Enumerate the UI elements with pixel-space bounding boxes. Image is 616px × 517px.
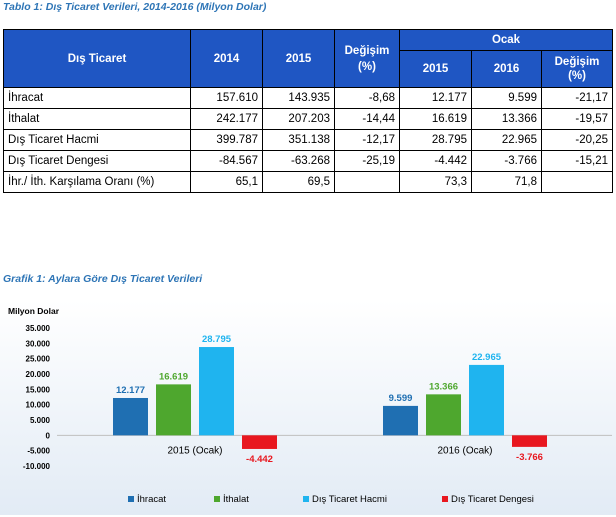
cell-jan-2015: 73,3 [399, 171, 472, 193]
header-jan-change: Değişim (%) [540, 50, 614, 88]
bar [242, 435, 277, 449]
data-label: 13.366 [429, 381, 458, 392]
header-jan-2016: 2016 [471, 50, 542, 88]
cell-jan-2016: 9.599 [471, 87, 542, 109]
cell-2014: 65,1 [190, 171, 263, 193]
cell-jan-change: -20,25 [540, 129, 614, 151]
trade-chart: Milyon Dolar 35.000 30.000 25.000 20.000 15.0… [0, 300, 616, 515]
data-label: -3.766 [516, 452, 543, 463]
data-label: -4.442 [246, 454, 273, 465]
row-label: İthalat [3, 108, 191, 130]
cell-change: -12,17 [334, 129, 400, 151]
table-row: Dış Ticaret Hacmi 399.787 351.138 -12,17… [3, 129, 614, 151]
y-tick-label: 30.000 [26, 339, 51, 348]
cell-2014: -84.567 [190, 150, 263, 172]
cell-jan-2015: 12.177 [399, 87, 472, 109]
bar [512, 435, 547, 447]
legend-swatch [442, 496, 448, 502]
bar [113, 397, 148, 436]
cell-2014: 399.787 [190, 129, 263, 151]
data-label: 12.177 [116, 385, 145, 396]
cell-jan-2015: 16.619 [399, 108, 472, 130]
cell-change [334, 171, 400, 193]
data-label: 9.599 [389, 393, 413, 404]
cell-change: -8,68 [334, 87, 400, 109]
cell-jan-2016: 13.366 [471, 108, 542, 130]
legend-label: İthalat [223, 494, 249, 505]
row-label: Dış Ticaret Hacmi [3, 129, 191, 151]
y-tick-label: 15.000 [26, 385, 51, 394]
y-tick-label: 5.000 [30, 416, 51, 425]
table-caption: Tablo 1: Dış Ticaret Verileri, 2014-2016… [3, 1, 267, 13]
category-label: 2016 (Ocak) [437, 445, 492, 456]
chart-caption: Grafik 1: Aylara Göre Dış Ticaret Verile… [3, 273, 203, 285]
cell-2015: 69,5 [262, 171, 335, 193]
cell-jan-2016: 71,8 [471, 171, 542, 193]
y-tick-label: -5.000 [27, 447, 50, 456]
cell-jan-2015: -4.442 [399, 150, 472, 172]
cell-2014: 242.177 [190, 108, 263, 130]
bar [199, 347, 234, 436]
bar [426, 394, 461, 436]
y-axis-label: Milyon Dolar [8, 306, 60, 316]
data-label: 28.795 [202, 334, 232, 345]
trade-table: Dış Ticaret 2014 2015 Değişim (%) Ocak 2… [3, 29, 614, 193]
cell-jan-2015: 28.795 [399, 129, 472, 151]
cell-jan-2016: 22.965 [471, 129, 542, 151]
row-label: İhracat [3, 87, 191, 109]
y-tick-label: -10.000 [23, 462, 51, 471]
row-label: İhr./ İth. Karşılama Oranı (%) [3, 171, 191, 193]
header-2015: 2015 [262, 29, 335, 88]
cell-jan-change [540, 171, 614, 193]
bar [469, 364, 504, 436]
y-tick-label: 10.000 [26, 401, 51, 410]
table-row: Dış Ticaret Dengesi -84.567 -63.268 -25,… [3, 150, 614, 172]
legend-swatch [303, 496, 309, 502]
legend-label: Dış Ticaret Hacmi [312, 494, 387, 505]
legend-swatch [128, 496, 134, 502]
bar [383, 405, 418, 436]
table-row: İhracat 157.610 143.935 -8,68 12.177 9.5… [3, 87, 614, 109]
data-label: 16.619 [159, 371, 188, 382]
chart-background [0, 300, 616, 515]
cell-2015: -63.268 [262, 150, 335, 172]
header-jan-change-top: Değişim [554, 56, 600, 68]
table-row: İthalat 242.177 207.203 -14,44 16.619 13… [3, 108, 614, 130]
y-tick-label: 0 [46, 431, 51, 440]
cell-2015: 143.935 [262, 87, 335, 109]
cell-jan-change: -15,21 [540, 150, 614, 172]
header-jan-2015: 2015 [399, 50, 472, 88]
legend-label: Dış Ticaret Dengesi [451, 494, 534, 505]
header-change-top: Değişim [344, 44, 390, 57]
y-tick-label: 35.000 [26, 324, 51, 333]
legend-swatch [214, 496, 220, 502]
bar [156, 384, 191, 436]
cell-2014: 157.610 [190, 87, 263, 109]
cell-2015: 207.203 [262, 108, 335, 130]
cell-jan-change: -21,17 [540, 87, 614, 109]
y-tick-label: 25.000 [26, 355, 51, 364]
category-label: 2015 (Ocak) [167, 445, 222, 456]
cell-change: -14,44 [334, 108, 400, 130]
header-jan-change-bottom: (%) [568, 70, 586, 82]
header-january: Ocak [398, 29, 614, 51]
cell-jan-change: -19,57 [540, 108, 614, 130]
cell-change: -25,19 [334, 150, 400, 172]
legend-label: İhracat [137, 494, 166, 505]
y-tick-label: 20.000 [26, 370, 51, 379]
header-category: Dış Ticaret [3, 29, 191, 88]
cell-jan-2016: -3.766 [471, 150, 542, 172]
header-change: Değişim (%) [334, 29, 400, 88]
header-change-bottom: (%) [358, 60, 376, 73]
data-label: 22.965 [472, 352, 502, 363]
row-label: Dış Ticaret Dengesi [3, 150, 191, 172]
table-row: İhr./ İth. Karşılama Oranı (%) 65,1 69,5… [3, 171, 614, 193]
cell-2015: 351.138 [262, 129, 335, 151]
header-2014: 2014 [190, 29, 263, 88]
